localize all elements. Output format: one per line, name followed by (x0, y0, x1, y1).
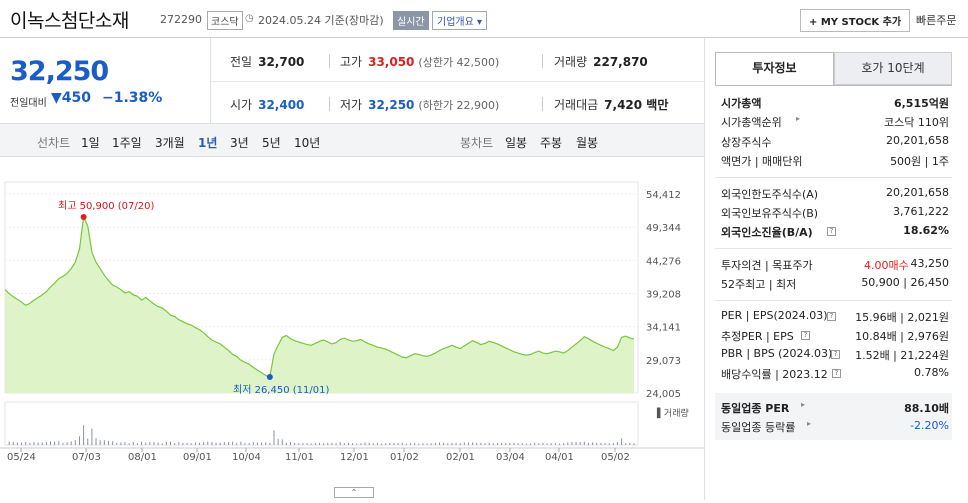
volume-frame (4, 401, 639, 446)
help-icon[interactable]: ? (827, 309, 836, 322)
market-cap-rank-row: 시가총액순위 ▸ 코스닥 110위 (721, 114, 949, 129)
foreign-hold-row: 외국인보유주식수(B) 3,761,222 (721, 205, 949, 220)
x-tick-label: 01/02 (390, 452, 419, 463)
y-tick-label: 44,276 (646, 256, 681, 267)
y-tick-label: 54,412 (646, 190, 681, 201)
est-per-row: 추정PER | EPS? 10.84배 | 2,976원 (721, 328, 949, 343)
realtime-button[interactable]: 실시간 (393, 11, 429, 30)
x-tick-label: 12/01 (340, 452, 369, 463)
tab-investment-info[interactable]: 투자정보 (715, 52, 834, 85)
market-cap-row: 시가총액 6,515억원 (721, 97, 949, 110)
stock-name: 이녹스첨단소재 (10, 10, 129, 32)
stock-header: 이녹스첨단소재 272290 코스닥 ◷ 2024.05.24 기준(장마감) … (0, 0, 968, 38)
price-change: ▼450 (51, 90, 91, 106)
stock-code: 272290 (160, 13, 202, 26)
price-area (5, 217, 634, 393)
tab-3y[interactable]: 3년 (230, 136, 249, 150)
high-annotation: 최고 50,900 (07/20) (58, 200, 154, 212)
52week-row: 52주최고 | 최저 50,900 | 26,450 (721, 276, 949, 291)
price-chart-svg[interactable]: 54,412 49,344 44,276 39,208 34,141 29,073 24,0… (0, 157, 704, 500)
x-tick-label: 10/04 (232, 452, 261, 463)
foreign-limit-row: 외국인한도주식수(A) 20,201,658 (721, 186, 949, 201)
y-tick-label: 39,208 (646, 290, 681, 301)
high-marker (80, 213, 87, 220)
y-tick-label: 24,005 (646, 389, 681, 400)
pbr-row: PBR | BPS (2024.03)? 1.52배 | 21,224원 (721, 347, 949, 362)
price-change-pct: −1.38% (102, 90, 163, 106)
quick-order-button[interactable]: 빠른주문 (916, 14, 957, 27)
price-line (4, 214, 635, 378)
x-tick-label: 08/01 (128, 452, 157, 463)
line-chart-tab[interactable]: 선차트 (37, 136, 71, 150)
sector-per-row: 동일업종 PER ▸ 88.10배 (721, 400, 949, 415)
candle-chart-tab[interactable]: 봉차트 (460, 136, 494, 150)
current-price-box: 32,250 전일대비 ▼450 −1.38% (0, 38, 211, 124)
tab-daily[interactable]: 일봉 (505, 136, 528, 150)
x-tick-label: 09/01 (183, 452, 212, 463)
tab-1d[interactable]: 1일 (81, 136, 100, 150)
shares-row: 상장주식수 20,201,658 (721, 134, 949, 149)
tab-1y[interactable]: 1년 (198, 136, 218, 150)
price-chart[interactable]: 54,412 49,344 44,276 39,208 34,141 29,073 24,0… (0, 157, 704, 500)
x-tick-label: 03/04 (496, 452, 525, 463)
x-tick-label: 04/01 (545, 452, 574, 463)
quote-grid: 전일 32,700 고가 33,050 (상한가 42,500) 거래량 227,870… (211, 38, 704, 124)
low-annotation: 최저 26,450 (11/01) (233, 384, 329, 396)
trade-value: 거래대금 7,420 백만 (554, 98, 669, 112)
help-icon[interactable]: ? (827, 224, 836, 237)
x-tick-label: 05/24 (7, 452, 36, 463)
quote-date: 2024.05.24 기준(장마감) (258, 14, 384, 27)
help-icon[interactable]: ? (831, 347, 840, 360)
tab-weekly[interactable]: 주봉 (540, 136, 563, 150)
arrow-icon[interactable]: ▸ (801, 400, 806, 409)
y-tick-label: 49,344 (646, 223, 681, 234)
sector-box (715, 393, 952, 440)
x-tick-label: 02/01 (446, 452, 475, 463)
tab-hoga-10[interactable]: 호가 10단계 (834, 52, 952, 85)
dividend-row: 배당수익률 | 2023.12? 0.78% (721, 366, 949, 381)
par-row: 액면가 | 매매단위 500원 | 1주 (721, 155, 949, 168)
tab-1w[interactable]: 1주일 (112, 136, 142, 150)
my-stock-add-button[interactable]: + MY STOCK 추가 (800, 9, 911, 32)
arrow-icon[interactable]: ▸ (796, 114, 801, 123)
investment-info-panel: 투자정보 호가 10단계 시가총액 6,515억원 시가총액순위 ▸ 코스닥 110위… (704, 38, 968, 500)
arrow-icon[interactable]: ▸ (807, 419, 812, 428)
opinion-row: 투자의견 | 목표주가 4.00매수 43,250 (721, 257, 949, 272)
x-tick-label: 07/03 (72, 452, 101, 463)
open-price: 시가 32,400 (230, 98, 305, 112)
per-row: PER | EPS(2024.03)? 15.96배 | 2,021원 (721, 309, 949, 324)
market-badge: 코스닥 (207, 11, 243, 30)
low-marker (266, 373, 273, 380)
current-price: 32,250 (10, 56, 109, 87)
tab-5y[interactable]: 5년 (262, 136, 281, 150)
x-tick-label: 05/02 (601, 452, 630, 463)
tab-monthly[interactable]: 월봉 (576, 136, 599, 150)
clock-icon: ◷ (245, 13, 254, 24)
help-icon[interactable]: ? (832, 366, 841, 379)
y-tick-label: 34,141 (646, 323, 681, 334)
volume: 거래량 227,870 (554, 55, 648, 69)
low-price: 저가 32,250 (하한가 22,900) (340, 98, 500, 112)
chart-period-tabs: 선차트 1일 1주일 3개월 1년 3년 5년 10년 봉차트 일봉 주봉 월봉 (0, 124, 704, 157)
foreign-rate-row: 외국인소진율(B/A)? 18.62% (721, 224, 949, 239)
corp-info-dropdown[interactable]: 기업개요 ▾ (432, 11, 487, 30)
prev-close: 전일 32,700 (230, 55, 305, 69)
expand-chart-button[interactable]: ⌃ (334, 487, 374, 498)
sector-rate-row: 동일업종 등락률 ▸ -2.20% (721, 419, 949, 434)
change-label: 전일대비 (10, 98, 47, 109)
volume-label: ▌거래량 (656, 407, 689, 419)
x-tick-label: 11/01 (285, 452, 314, 463)
y-tick-label: 29,073 (646, 356, 681, 367)
help-icon[interactable]: ? (801, 328, 810, 341)
tab-10y[interactable]: 10년 (294, 136, 321, 150)
high-price: 고가 33,050 (상한가 42,500) (340, 55, 500, 69)
tab-3m[interactable]: 3개월 (155, 136, 185, 150)
